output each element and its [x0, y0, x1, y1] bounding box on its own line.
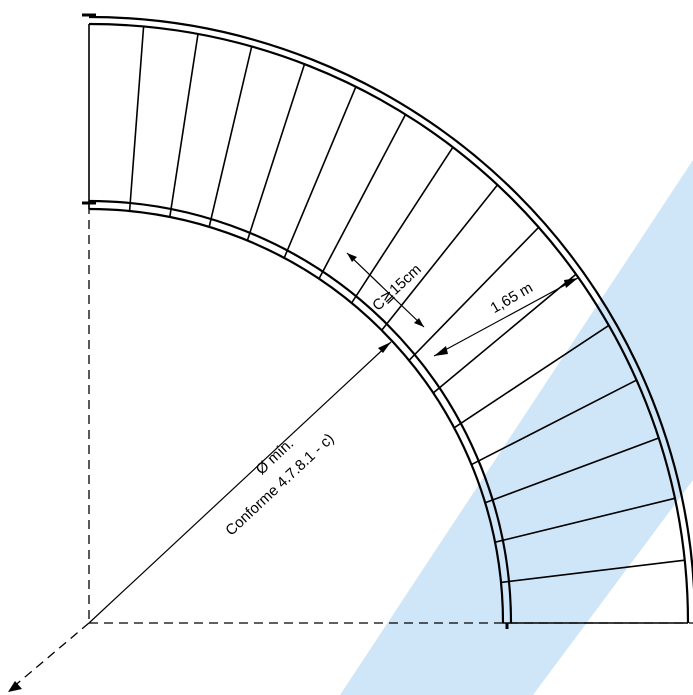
stair-tread-line [208, 46, 253, 227]
stair-tread-line [381, 184, 499, 331]
center-extension-line [11, 622, 90, 689]
stair-tread-line [318, 114, 407, 280]
stair-tread-line [471, 379, 637, 466]
inner-handrail-inner-arc [88, 207, 505, 624]
width-label: 1,65 m [488, 279, 536, 317]
outer-handrail-arc [88, 15, 693, 592]
stair-tread-line [453, 324, 610, 429]
inner-handrail-arc [88, 199, 513, 624]
watermark-band [340, 160, 693, 695]
stair-tread-line [350, 146, 454, 304]
width-dimension: 1,65 m [433, 277, 579, 357]
stair-treads [88, 24, 688, 624]
stair-tread-line [128, 26, 145, 212]
stair-tread-line [484, 437, 659, 504]
stair-tread-line [494, 497, 676, 543]
diameter-dimension: Ø mín. Conforme 4.7.8.1 - c) [88, 341, 392, 624]
stair-tread-line [246, 63, 306, 241]
stair-tread-line [283, 86, 357, 259]
center-arrowhead [8, 681, 22, 692]
outer-handrail-inner-arc [88, 22, 690, 624]
stair-tread-line [169, 33, 199, 218]
stair-tread-line [408, 226, 540, 361]
stair-tread-line [432, 273, 577, 394]
stair-tread-line [500, 559, 685, 584]
